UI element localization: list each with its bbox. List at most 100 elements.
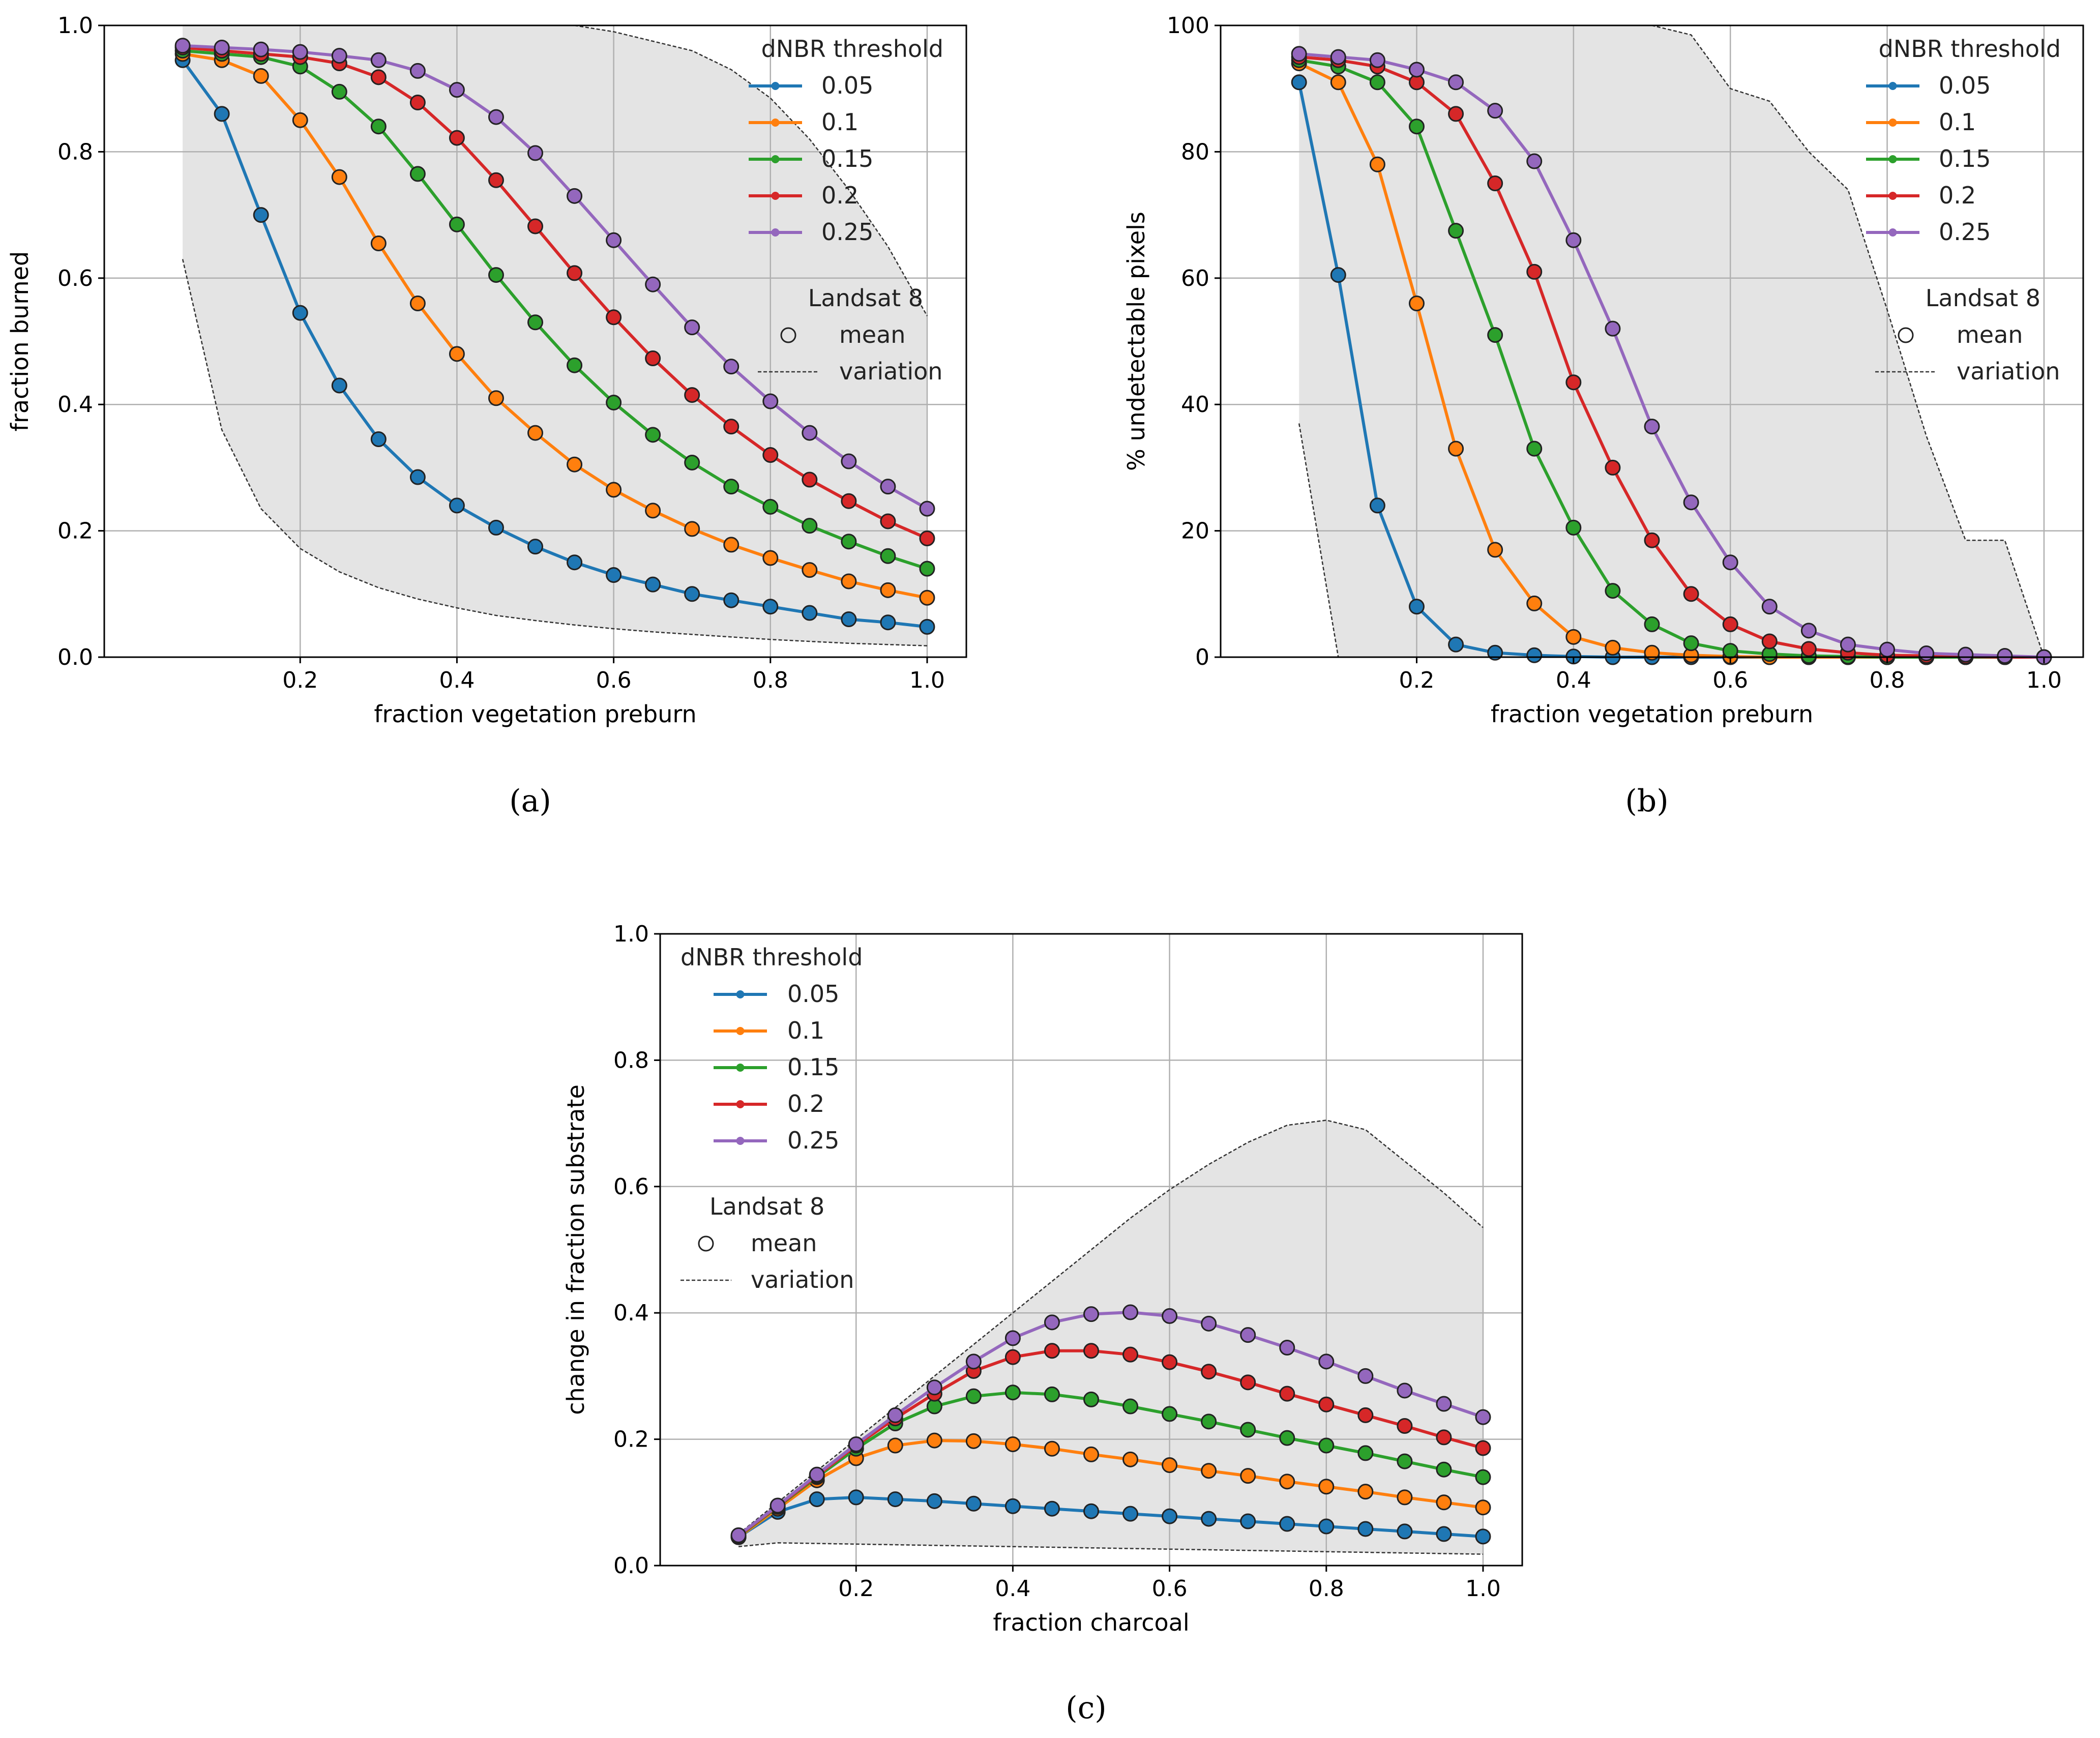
data-point [567, 554, 583, 571]
y-tick-label: 40 [1181, 392, 1209, 418]
data-point [1761, 599, 1778, 615]
y-tick-label: 0.0 [57, 644, 93, 670]
plot-frame [1220, 24, 2084, 658]
variation-lower-line [182, 259, 928, 646]
data-point [1004, 1384, 1021, 1401]
data-point [1397, 1382, 1413, 1399]
data-point [1487, 644, 1503, 661]
data-point [1318, 1479, 1335, 1495]
data-point [292, 44, 308, 60]
data-point [1004, 1330, 1021, 1346]
data-point [1487, 175, 1503, 191]
data-point [1475, 1440, 1491, 1456]
data-point [965, 1388, 982, 1404]
y-tick-label: 0.6 [57, 266, 93, 291]
data-point [762, 393, 779, 409]
chart-panel-b: 0.2 0.4 0.6 0.8 1.0 0 20 40 60 80 100 fraction vege… [1122, 13, 2084, 819]
data-point [1318, 1353, 1335, 1370]
data-point [1083, 1306, 1099, 1322]
x-tick-label: 0.8 [1309, 1576, 1344, 1602]
data-point [1162, 1354, 1178, 1370]
data-point [1683, 635, 1699, 652]
data-point [762, 498, 779, 515]
plot-frame [659, 933, 1523, 1567]
data-point [1044, 1386, 1060, 1402]
data-point [1436, 1526, 1452, 1542]
data-point [1565, 629, 1582, 645]
legend-entry-label: 0.05 [1939, 72, 1991, 99]
data-point [1487, 103, 1503, 119]
data-point [1475, 1469, 1491, 1485]
legend-marker-swatch [771, 228, 780, 237]
y-tick-label: 0.2 [613, 1427, 649, 1453]
data-point [253, 207, 269, 223]
data-point [1436, 1494, 1452, 1511]
data-point [880, 513, 896, 529]
data-point [841, 493, 857, 509]
data-point [1318, 1518, 1335, 1535]
legend2-variation-label: variation [751, 1266, 854, 1293]
variation-upper-line [183, 25, 928, 316]
data-point [1291, 46, 1307, 62]
data-point [1004, 1436, 1021, 1453]
data-point [370, 119, 387, 135]
data-point [1369, 74, 1385, 91]
variation-lower-line [1298, 423, 2044, 657]
data-point [331, 48, 347, 64]
data-point [645, 427, 661, 443]
data-point [409, 63, 426, 79]
data-point [488, 267, 504, 283]
data-point [1397, 1489, 1413, 1506]
legend2-mean-label: mean [1957, 321, 2023, 348]
data-point [1044, 1314, 1060, 1331]
y-tick-label: 1.0 [613, 921, 649, 947]
data-point [1565, 519, 1582, 536]
data-point [1162, 1508, 1178, 1524]
data-point [1369, 156, 1385, 172]
data-point [684, 387, 700, 403]
data-point [887, 1407, 903, 1423]
legend2-mean-marker [1898, 327, 1914, 343]
data-point [1448, 74, 1464, 91]
x-tick-label: 0.6 [1152, 1576, 1188, 1602]
data-point [1240, 1374, 1256, 1391]
y-tick-label: 0.2 [57, 518, 93, 544]
data-point [606, 309, 622, 326]
x-tick-label: 1.0 [2026, 667, 2062, 693]
data-point [1526, 647, 1543, 663]
data-point [1487, 542, 1503, 558]
x-tick-label: 0.2 [1399, 667, 1434, 693]
x-tick-label: 0.4 [439, 667, 475, 693]
data-point [1475, 1528, 1491, 1545]
x-axis-label: fraction vegetation preburn [1491, 700, 1813, 728]
data-point [527, 425, 543, 441]
data-point [1605, 320, 1621, 337]
legend-marker-swatch [736, 990, 745, 998]
data-point [409, 295, 426, 311]
data-point [1397, 1523, 1413, 1540]
x-tick-label: 0.4 [995, 1576, 1030, 1602]
data-point [762, 447, 779, 463]
series-0.25 [1291, 46, 2052, 665]
data-point [684, 454, 700, 470]
data-point [1318, 1396, 1335, 1412]
data-point [567, 456, 583, 473]
legend-entry-label: 0.15 [821, 145, 873, 172]
data-point [292, 305, 308, 321]
variation-upper-line [738, 1120, 1484, 1535]
data-point [926, 1493, 942, 1509]
data-point [1122, 1506, 1139, 1522]
data-point [841, 534, 857, 550]
data-point [1408, 295, 1425, 311]
x-tick-label: 0.2 [282, 667, 318, 693]
data-point [645, 350, 661, 367]
data-point [488, 390, 504, 406]
data-point [567, 188, 583, 204]
data-point [809, 1491, 825, 1508]
data-point [606, 482, 622, 498]
data-point [331, 377, 347, 394]
series-0.2 [174, 39, 935, 547]
legend-marker-swatch [1888, 228, 1897, 237]
data-point [880, 548, 896, 564]
